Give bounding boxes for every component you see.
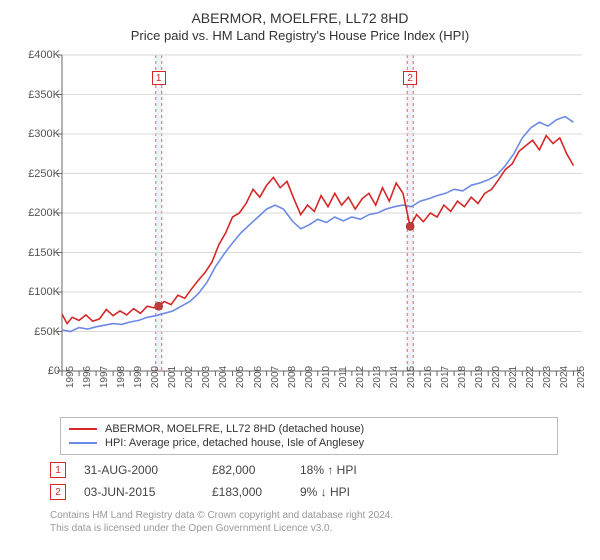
- x-tick-label: 1996: [82, 366, 93, 388]
- x-tick-label: 2006: [253, 366, 264, 388]
- chart-area: £0 £50K £100K £150K £200K £250K £300K £350K £400…: [12, 51, 588, 411]
- transaction-row: 2 03-JUN-2015 £183,000 9% ↓ HPI: [50, 481, 588, 503]
- transactions-table: 1 31-AUG-2000 £82,000 18% ↑ HPI 2 03-JUN-2015…: [50, 459, 588, 503]
- footnote-line2: This data is licensed under the Open Gov…: [50, 523, 332, 534]
- legend-row: ABERMOR, MOELFRE, LL72 8HD (detached hou…: [69, 422, 549, 436]
- x-tick-label: 2004: [218, 366, 229, 388]
- x-tick-label: 2005: [235, 366, 246, 388]
- transaction-delta: 9% ↓ HPI: [300, 485, 350, 499]
- transaction-price: £82,000: [212, 463, 282, 477]
- x-tick-label: 2010: [321, 366, 332, 388]
- transaction-delta: 18% ↑ HPI: [300, 463, 357, 477]
- y-tick-label: £300K: [16, 128, 60, 140]
- x-tick-label: 2008: [287, 366, 298, 388]
- transaction-badge: 2: [50, 484, 66, 500]
- x-tick-label: 2019: [474, 366, 485, 388]
- y-tick-label: £150K: [16, 247, 60, 259]
- x-tick-label: 2020: [491, 366, 502, 388]
- chart-svg: [12, 51, 588, 411]
- legend: ABERMOR, MOELFRE, LL72 8HD (detached hou…: [60, 417, 558, 455]
- legend-swatch: [69, 428, 97, 430]
- x-tick-label: 2015: [406, 366, 417, 388]
- x-tick-label: 1997: [99, 366, 110, 388]
- x-tick-label: 2024: [559, 366, 570, 388]
- x-tick-label: 2021: [508, 366, 519, 388]
- legend-label: HPI: Average price, detached house, Isle…: [105, 437, 364, 449]
- legend-swatch: [69, 442, 97, 444]
- x-tick-label: 2017: [440, 366, 451, 388]
- x-tick-label: 2013: [372, 366, 383, 388]
- x-tick-label: 2009: [304, 366, 315, 388]
- chart-subtitle: Price paid vs. HM Land Registry's House …: [12, 28, 588, 43]
- y-tick-label: £50K: [16, 326, 60, 338]
- footnote: Contains HM Land Registry data © Crown c…: [50, 509, 588, 535]
- x-tick-label: 1995: [65, 366, 76, 388]
- transaction-row: 1 31-AUG-2000 £82,000 18% ↑ HPI: [50, 459, 588, 481]
- footnote-line1: Contains HM Land Registry data © Crown c…: [50, 510, 393, 521]
- x-tick-label: 2000: [150, 366, 161, 388]
- chart-marker-badge: 2: [403, 71, 417, 85]
- legend-label: ABERMOR, MOELFRE, LL72 8HD (detached hou…: [105, 423, 364, 435]
- legend-row: HPI: Average price, detached house, Isle…: [69, 436, 549, 450]
- y-tick-label: £250K: [16, 168, 60, 180]
- transaction-badge: 1: [50, 462, 66, 478]
- x-tick-label: 1999: [133, 366, 144, 388]
- transaction-date: 31-AUG-2000: [84, 463, 194, 477]
- x-tick-label: 2011: [338, 366, 349, 388]
- transaction-price: £183,000: [212, 485, 282, 499]
- y-tick-label: £350K: [16, 89, 60, 101]
- chart-marker-badge: 1: [152, 71, 166, 85]
- x-tick-label: 2022: [525, 366, 536, 388]
- y-tick-label: £0: [16, 365, 60, 377]
- x-tick-label: 2002: [184, 366, 195, 388]
- x-tick-label: 1998: [116, 366, 127, 388]
- x-tick-label: 2001: [167, 366, 178, 388]
- y-tick-label: £400K: [16, 49, 60, 61]
- x-tick-label: 2003: [201, 366, 212, 388]
- x-tick-label: 2023: [542, 366, 553, 388]
- x-tick-label: 2014: [389, 366, 400, 388]
- x-tick-label: 2007: [270, 366, 281, 388]
- y-tick-label: £200K: [16, 207, 60, 219]
- x-tick-label: 2012: [355, 366, 366, 388]
- x-tick-label: 2025: [576, 366, 587, 388]
- transaction-date: 03-JUN-2015: [84, 485, 194, 499]
- x-tick-label: 2016: [423, 366, 434, 388]
- x-tick-label: 2018: [457, 366, 468, 388]
- chart-title: ABERMOR, MOELFRE, LL72 8HD: [12, 10, 588, 26]
- y-tick-label: £100K: [16, 286, 60, 298]
